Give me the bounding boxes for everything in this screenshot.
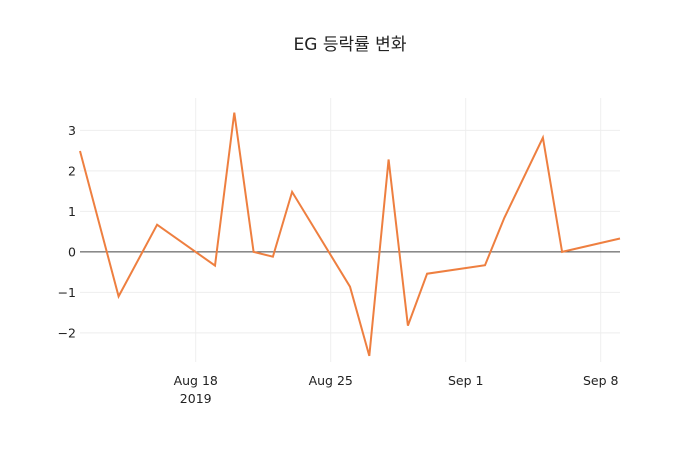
y-tick-label: −1 bbox=[58, 285, 76, 300]
x-gridlines bbox=[195, 98, 602, 362]
y-axis: 3 2 1 0 −1 −2 bbox=[58, 123, 76, 340]
y-tick-label: 2 bbox=[68, 163, 76, 178]
y-tick-label: −2 bbox=[58, 325, 76, 340]
chart-title: EG 등락률 변화 bbox=[294, 35, 407, 55]
y-tick-label: 1 bbox=[68, 204, 76, 219]
x-tick-label: Sep 1 bbox=[448, 373, 484, 388]
y-gridlines bbox=[80, 129, 620, 334]
plot-area bbox=[79, 98, 621, 362]
y-tick-label: 3 bbox=[68, 123, 76, 138]
x-tick-label: Aug 18 bbox=[174, 373, 218, 388]
x-tick-label: Aug 25 bbox=[309, 373, 353, 388]
x-axis: Aug 18 2019 Aug 25 Sep 1 Sep 8 bbox=[174, 373, 619, 406]
series-line-eg bbox=[79, 112, 621, 357]
x-tick-year-label: 2019 bbox=[180, 391, 212, 406]
x-tick-label: Sep 8 bbox=[583, 373, 619, 388]
y-tick-label: 0 bbox=[68, 244, 76, 259]
